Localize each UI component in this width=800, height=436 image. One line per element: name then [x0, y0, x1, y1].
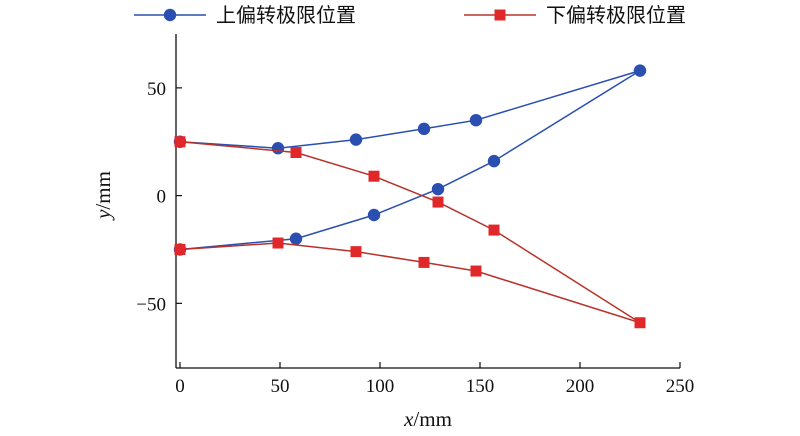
data-point — [174, 243, 186, 255]
y-axis-label-var: y — [91, 209, 115, 221]
data-point — [431, 182, 445, 196]
series-line — [179, 140, 641, 324]
x-tick-label: 200 — [566, 376, 595, 397]
data-point — [488, 224, 500, 236]
legend-marker — [163, 8, 177, 22]
x-axis-label-var: x — [403, 407, 414, 431]
data-point — [634, 317, 646, 329]
data-point — [174, 136, 186, 148]
data-point — [271, 142, 285, 155]
y-axis-label: y/mm — [91, 171, 115, 221]
series-2 — [174, 136, 646, 329]
x-axis-label: x/mm — [403, 407, 452, 431]
legend-item-1: 上偏转极限位置 — [134, 3, 356, 27]
y-tick-label: −50 — [136, 294, 166, 315]
y-tick-label: 50 — [147, 79, 166, 100]
data-point — [487, 154, 501, 168]
data-point — [368, 170, 380, 182]
data-point — [432, 196, 444, 208]
series-layer — [173, 64, 647, 329]
data-point — [633, 64, 647, 77]
data-point — [418, 256, 430, 268]
data-point — [289, 232, 303, 245]
x-tick-label: 250 — [666, 376, 695, 397]
data-point — [470, 265, 482, 277]
data-point — [272, 237, 284, 249]
legend: 上偏转极限位置 下偏转极限位置 — [134, 3, 686, 27]
data-point — [349, 133, 363, 146]
legend-item-2: 下偏转极限位置 — [464, 3, 686, 27]
series-line — [179, 69, 641, 251]
series-1 — [173, 64, 647, 256]
x-tick-label: 0 — [175, 376, 185, 397]
data-point — [417, 122, 431, 136]
x-axis-label-unit: /mm — [413, 407, 452, 431]
y-axis-label-unit: /mm — [91, 171, 115, 210]
y-tick-label: 0 — [157, 187, 167, 208]
legend-label: 上偏转极限位置 — [216, 3, 356, 27]
legend-label: 下偏转极限位置 — [546, 3, 686, 27]
data-point — [367, 208, 381, 222]
data-point — [350, 246, 362, 258]
data-point — [469, 113, 483, 127]
legend-marker — [494, 9, 506, 21]
axes: 0 50 100 150 200 250 −50 0 50 — [136, 34, 694, 397]
data-point — [290, 147, 302, 159]
x-tick-label: 150 — [466, 376, 495, 397]
x-tick-label: 50 — [271, 376, 290, 397]
x-tick-label: 100 — [366, 376, 395, 397]
